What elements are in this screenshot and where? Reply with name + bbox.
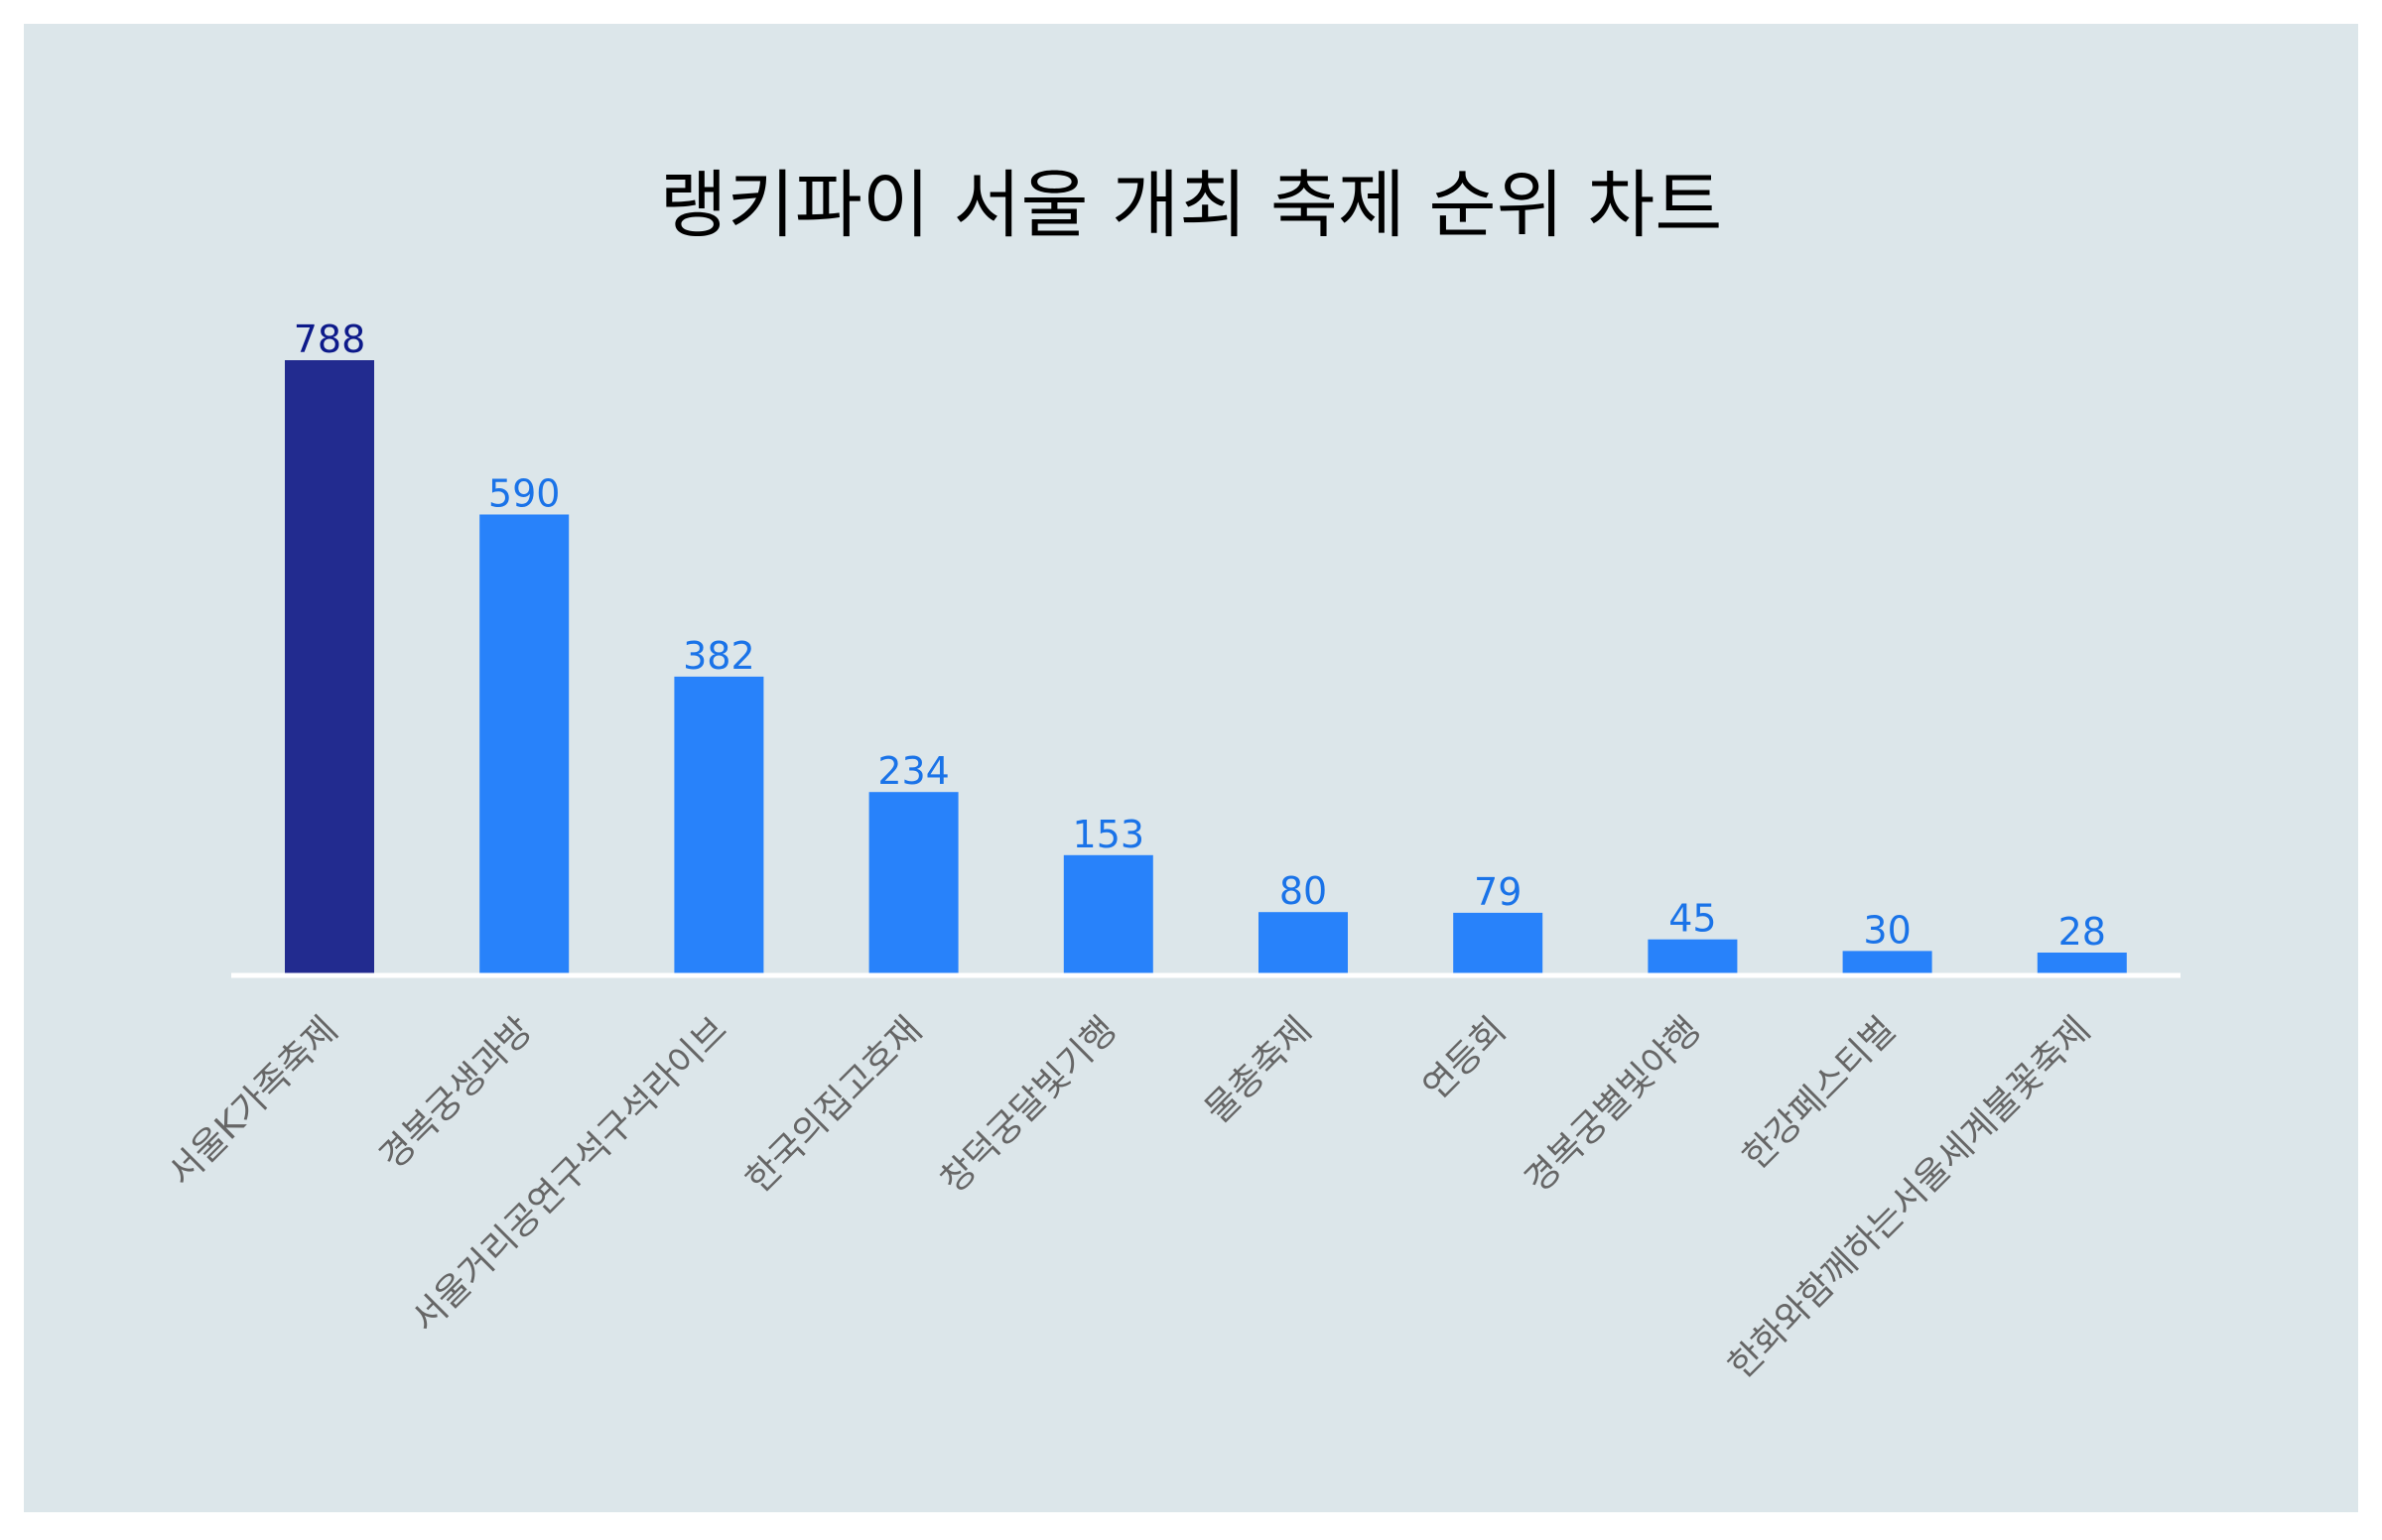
value-label-7: 79 [1474,870,1522,914]
bar-9 [1842,951,1932,974]
bar-7 [1453,912,1543,974]
value-label-3: 382 [683,634,755,678]
value-label-9: 30 [1863,908,1911,952]
bar-1 [285,360,374,974]
value-label-5: 153 [1073,813,1145,856]
bar-3 [674,676,764,974]
chart-panel-background [24,24,2358,1512]
bar-5 [1063,854,1153,974]
value-labels-layer: 788 590 382 234 153 80 79 45 30 28 [294,318,2106,954]
bar-8 [1648,939,1738,974]
value-label-1: 788 [294,318,366,361]
bars-layer [285,360,2127,974]
value-label-2: 590 [488,472,561,516]
bar-6 [1258,912,1348,974]
value-label-6: 80 [1279,869,1327,913]
bar-10 [2037,953,2127,974]
value-label-4: 234 [877,749,950,793]
chart-title: 랭키파이 서울 개최 축제 순위 차트 [660,163,1723,248]
value-label-8: 45 [1668,897,1716,941]
bar-4 [868,792,959,974]
bar-2 [479,514,570,974]
value-label-10: 28 [2058,910,2106,954]
